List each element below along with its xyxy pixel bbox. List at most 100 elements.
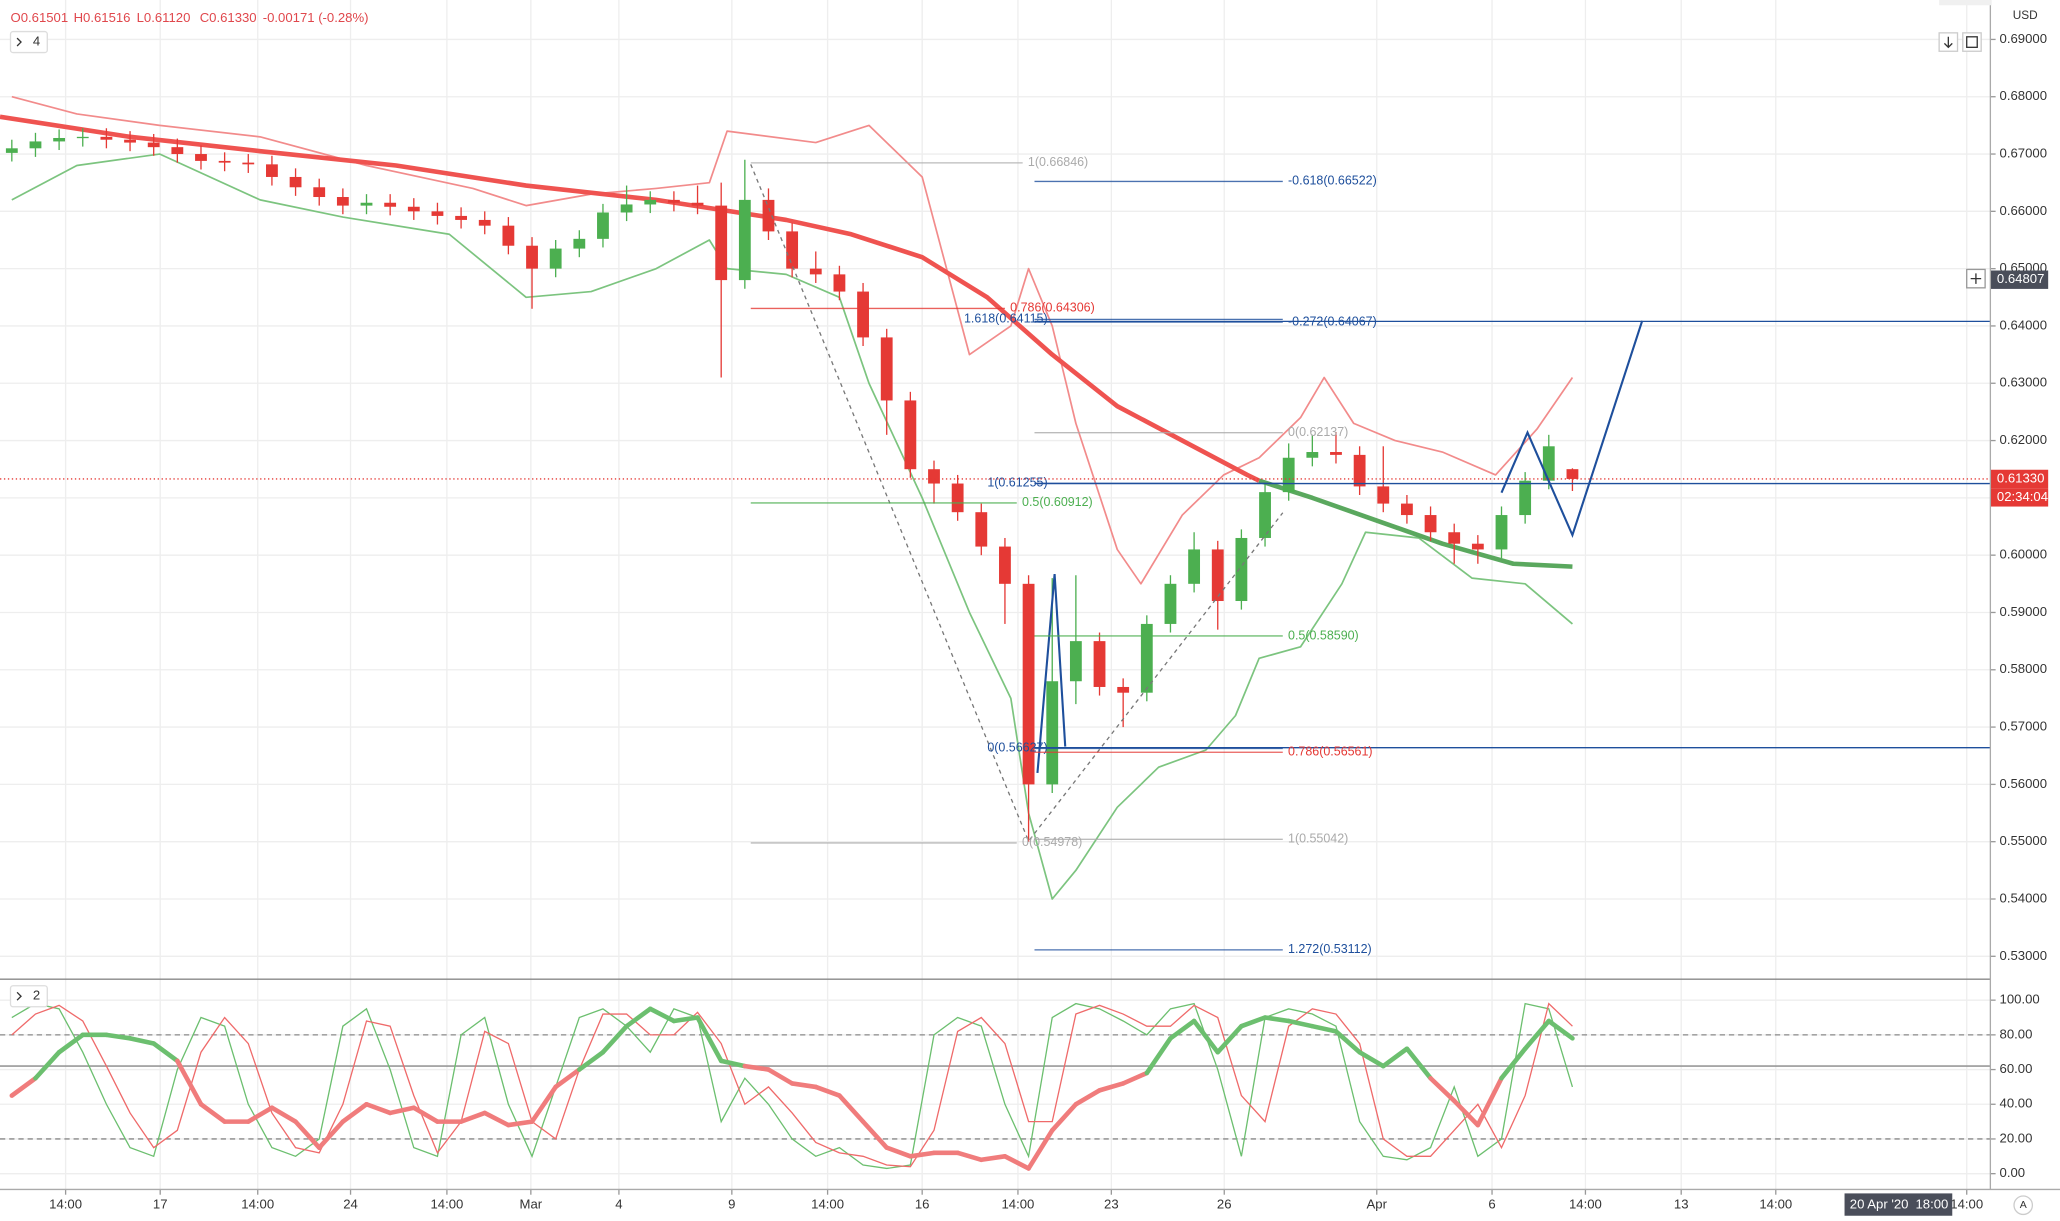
x-tick-label: 14:00 [1002,1197,1035,1212]
candle-body [502,225,515,246]
candle-body [266,164,278,177]
oscillator-thick-segment [198,1101,227,1124]
ohlc-value: C0.61330 [200,10,257,25]
x-tick-label: 14:00 [1569,1197,1602,1212]
oscillator-thick-segment [33,1049,62,1081]
oscillator-thick-segment [577,1049,606,1072]
candle-body [5,148,18,153]
indicator-line [11,95,1574,585]
x-tick-label: 14:00 [1759,1197,1792,1212]
oscillator-thick-segment [9,1075,38,1098]
fib-label: 0.5(0.60912) [1022,495,1093,509]
oscillator-thick-segment [1404,1046,1433,1081]
candle-body [29,141,42,149]
oscillator-thick-segment [1499,1046,1528,1081]
date-badge-time: 18:00 [1915,1197,1948,1212]
candle-body [786,231,799,269]
candle-body [620,204,633,213]
candle-body [1495,515,1508,550]
candle-body [407,206,420,212]
oscillator-thick-segment [1475,1075,1504,1128]
toggle-box[interactable] [9,30,48,54]
candle-body [360,202,373,206]
oscillator-thick-segment [458,1110,488,1124]
ohlc-value: -0.00171 (-0.28%) [263,10,369,25]
candle-body [1353,454,1366,487]
candle-body [1401,503,1413,516]
oscillator-thick-segment [340,1101,369,1124]
oscillator-thick-segment [695,1015,724,1064]
oscillator-thick-segment [718,1058,748,1069]
icon [1966,36,1978,48]
oscillator-thick-segment [978,1154,1008,1163]
toggle-box[interactable] [9,985,48,1008]
candle-body [1282,457,1295,493]
oscillator-thick-segment [813,1084,842,1098]
fib-label: 1(0.55042) [1288,832,1348,846]
y-tick-label: 0.53000 [2000,948,2047,963]
candle-body [1069,641,1082,682]
candle-body [1259,492,1271,538]
candle-body [384,202,397,207]
indicator-line [11,153,1573,900]
candle-body [147,142,160,148]
x-tick-label: 14:00 [49,1197,82,1212]
y-tick-label: 0.63000 [2000,375,2047,390]
oscillator-thick-segment [1522,1018,1552,1052]
x-tick-label: 13 [1674,1197,1689,1212]
oscillator-thick-segment [151,1041,180,1064]
oscillator-thick-segment [1120,1070,1150,1086]
oscillator-line [11,1002,1574,1170]
fib-label: 0.786(0.64306) [1010,301,1095,315]
date-badge: 20 Apr '20 18:00 [1844,1193,1953,1216]
y-tick-label: 60.00 [2000,1061,2033,1076]
candle-body [289,176,302,188]
candle-body [124,139,136,143]
x-tick-label: 23 [1104,1197,1119,1212]
pane-toggle[interactable]: 2 [9,985,48,1008]
candle-body [1424,515,1437,533]
y-tick-label: 40.00 [2000,1096,2033,1111]
oscillator-thick-segment [1073,1088,1102,1107]
oscillator-thick-segment [506,1119,535,1128]
oscillator-thick-segment [1168,1018,1197,1041]
fib-label: 1.272(0.53112) [1288,942,1372,956]
pane-toggle[interactable]: 4 [9,30,48,54]
x-tick-label: 6 [1488,1197,1495,1212]
candle-body [526,245,538,269]
oscillator-thick-segment [364,1101,393,1116]
candle-body [833,274,846,292]
y-tick-label: 80.00 [2000,1026,2033,1041]
oscillator-thick-segment [860,1119,890,1150]
icon [1943,36,1953,49]
button-maximize[interactable] [1962,32,1982,52]
date-badge-box [1844,1193,1953,1216]
oscillator-thick-segment [269,1105,298,1124]
oscillator-thick-segment [1357,1049,1386,1069]
y-tick-label: 0.58000 [2000,661,2047,676]
last-price-label: 0.61330 [1997,470,2044,485]
oscillator-thick-segment [127,1036,156,1046]
indicator-line [1258,478,1573,569]
x-tick-label: 4 [615,1197,622,1212]
oscillator-thick-segment [245,1105,275,1124]
candle-body [549,248,562,269]
candle-body [1140,623,1153,693]
fib-label: -0.618(0.66522) [1288,174,1377,188]
oscillator-thick-segment [1215,1023,1244,1055]
trend-line [1036,573,1067,774]
oscillator-thick-segment [482,1110,511,1128]
fib-label: 0(0.62137) [1288,425,1348,439]
y-tick-label: 0.69000 [2000,31,2047,46]
auto-scale-button[interactable] [2013,1195,2034,1216]
oscillator-thick-segment [647,1006,677,1024]
oscillator-thick-segment [1239,1015,1268,1029]
candle-body [242,162,255,165]
candle-body [336,197,349,206]
y-tick-label: 0.60000 [2000,547,2047,562]
x-tick-label: Mar [520,1197,543,1212]
fib-label: 0.5(0.58590) [1288,628,1359,642]
candle-body [195,154,207,161]
trend-line [1500,320,1644,539]
